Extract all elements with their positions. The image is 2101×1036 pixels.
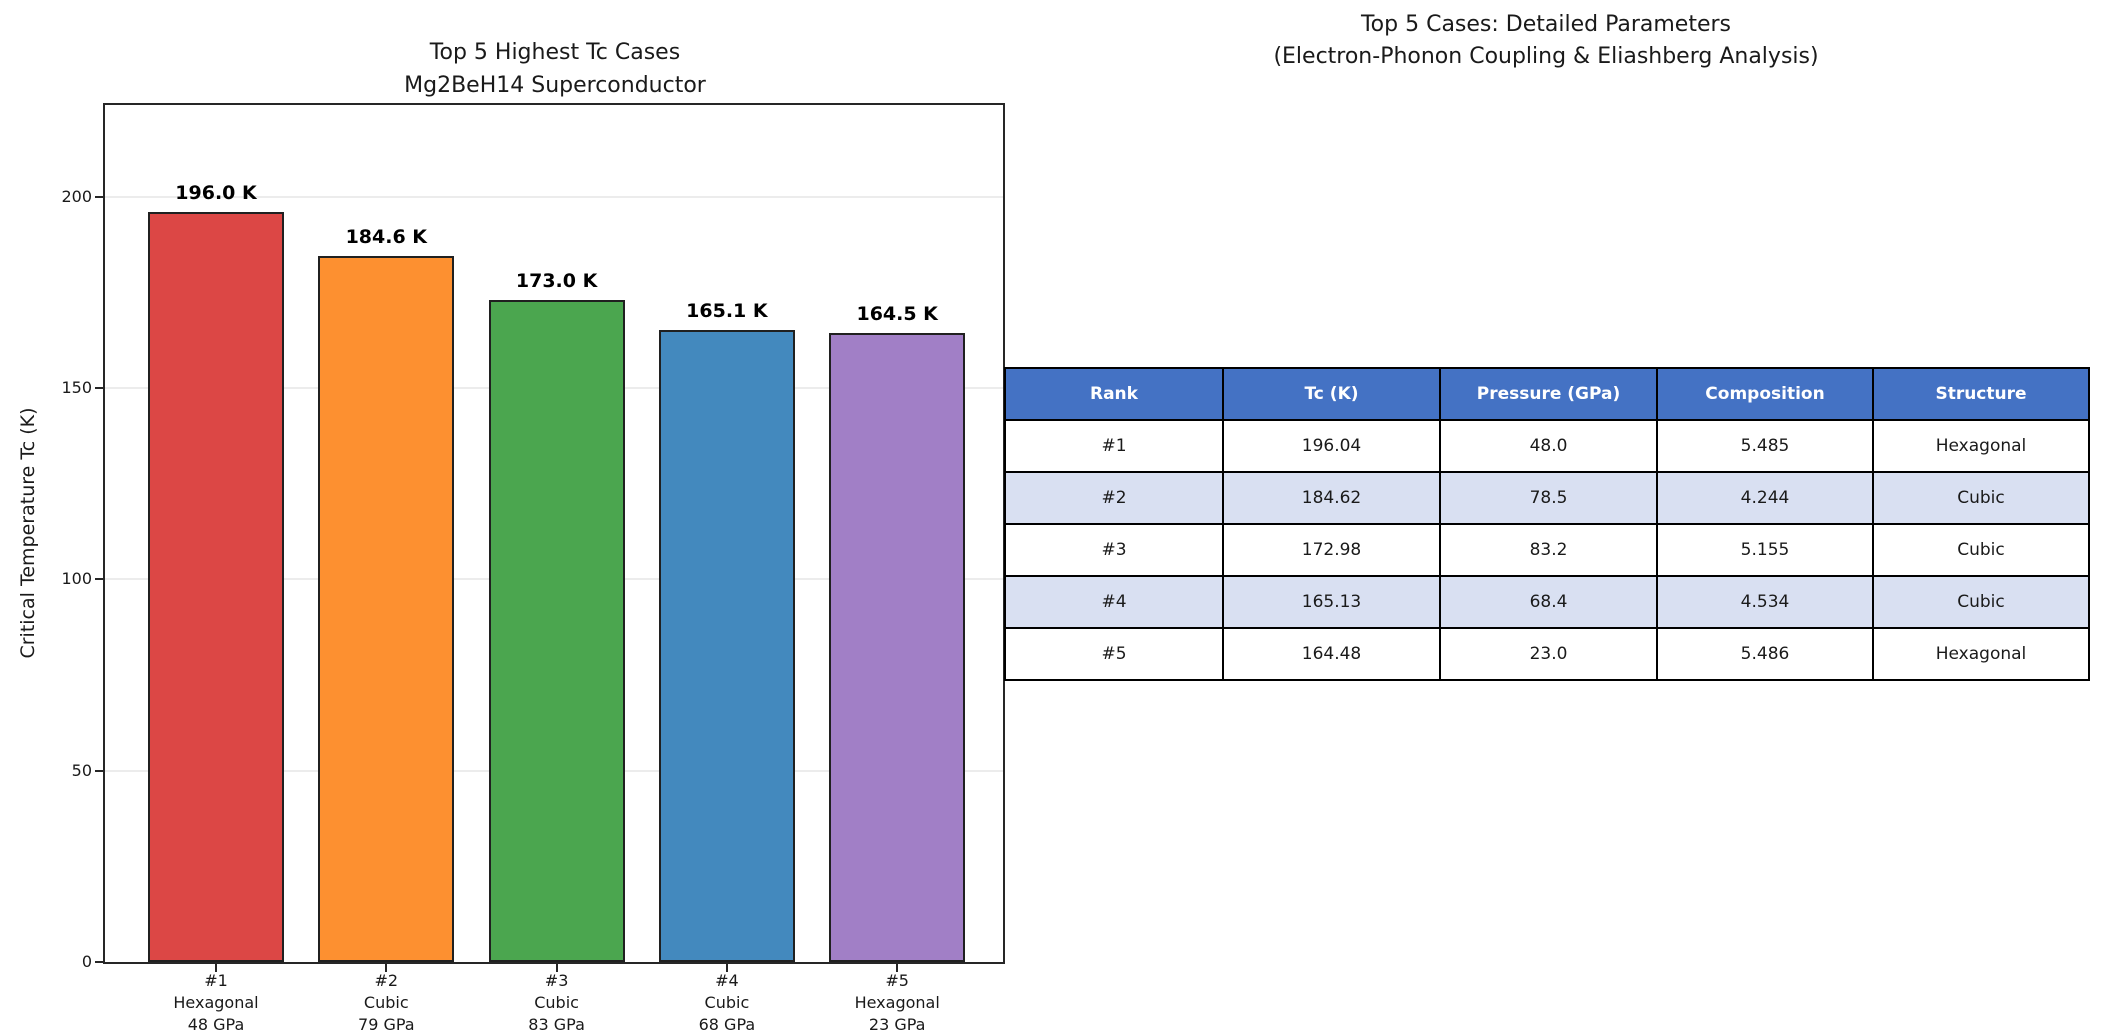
x-tick-label-line: #5 xyxy=(885,971,909,990)
table-cell: 172.98 xyxy=(1222,523,1441,577)
table-title-line1: Top 5 Cases: Detailed Parameters xyxy=(1360,12,1732,37)
x-tick-label-line: #2 xyxy=(374,971,399,990)
x-tick-label-line: Cubic xyxy=(363,993,409,1012)
table-row: #1 196.04 48.0 5.485 Hexagonal xyxy=(1004,419,2090,473)
y-tick-mark xyxy=(95,387,103,390)
y-tick-mark xyxy=(95,769,103,772)
bar-rank-4 xyxy=(658,330,795,962)
table-header-cell: Rank xyxy=(1004,367,1224,421)
x-tick-label-line: #3 xyxy=(544,971,569,990)
table-cell: 165.13 xyxy=(1222,575,1441,629)
y-tick-label: 100 xyxy=(61,569,92,589)
table-cell: 78.5 xyxy=(1439,471,1658,525)
y-tick-label: 0 xyxy=(81,952,92,971)
bar-value-label: 196.0 K xyxy=(175,181,257,204)
table-cell: Hexagonal xyxy=(1872,419,2090,473)
x-tick-mark xyxy=(725,964,728,972)
x-tick-label-line: Hexagonal xyxy=(854,993,940,1012)
table-title-line2: (Electron-Phonon Coupling & Eliashberg A… xyxy=(1273,44,1819,69)
x-tick-label-line: 23 GPa xyxy=(868,1015,926,1034)
x-tick-label: #2 Cubic 79 GPa xyxy=(358,970,415,1036)
table-cell: 48.0 xyxy=(1439,419,1658,473)
x-tick-label: #1 Hexagonal 48 GPa xyxy=(173,970,258,1036)
bar-rank-5 xyxy=(829,332,966,962)
x-tick-label: #4 Cubic 68 GPa xyxy=(699,970,756,1036)
table-cell: 5.486 xyxy=(1656,627,1874,681)
y-axis-label: Critical Temperature Tc (K) xyxy=(17,407,39,659)
table-cell: #4 xyxy=(1004,575,1224,629)
table-header-cell: Structure xyxy=(1872,367,2090,421)
x-tick-mark xyxy=(215,964,217,972)
chart-title: Top 5 Highest Tc Cases Mg2BeH14 Supercon… xyxy=(404,36,706,102)
x-tick-label-line: Cubic xyxy=(534,993,579,1012)
table-cell: 68.4 xyxy=(1439,575,1658,629)
table-cell: Cubic xyxy=(1872,471,2090,525)
x-tick-label-line: 68 GPa xyxy=(698,1015,756,1034)
x-tick-label: #3 Cubic 83 GPa xyxy=(528,970,585,1036)
table-cell: 5.155 xyxy=(1656,523,1874,577)
x-tick-label: #5 Hexagonal 23 GPa xyxy=(855,970,940,1036)
y-tick-label: 50 xyxy=(71,760,92,780)
table-row: #4 165.13 68.4 4.534 Cubic xyxy=(1004,575,2090,629)
parameters-table: Rank Tc (K) Pressure (GPa) Composition Struc… xyxy=(1004,367,2090,681)
y-tick-mark xyxy=(95,961,103,963)
table-cell: 184.62 xyxy=(1222,471,1441,525)
table-cell: 83.2 xyxy=(1439,523,1658,577)
table-cell: Cubic xyxy=(1872,575,2090,629)
table-row: #3 172.98 83.2 5.155 Cubic xyxy=(1004,523,2090,577)
table-header-cell: Composition xyxy=(1656,367,1874,421)
bar-value-label: 164.5 K xyxy=(856,302,938,325)
y-tick-mark xyxy=(95,195,103,198)
y-tick-mark xyxy=(95,578,103,581)
x-tick-label-line: 48 GPa xyxy=(187,1015,245,1034)
table-cell: #5 xyxy=(1004,627,1224,681)
x-tick-label-line: Cubic xyxy=(704,993,750,1012)
table-cell: #3 xyxy=(1004,523,1224,577)
table-row: #2 184.62 78.5 4.244 Cubic xyxy=(1004,471,2090,525)
table-cell: 164.48 xyxy=(1222,627,1441,681)
table-header-cell: Pressure (GPa) xyxy=(1439,367,1658,421)
bar-value-label: 173.0 K xyxy=(515,270,598,293)
x-tick-mark xyxy=(385,964,388,972)
x-tick-mark xyxy=(896,964,899,972)
table-header-cell: Tc (K) xyxy=(1222,367,1441,421)
y-tick-label: 150 xyxy=(61,378,92,398)
plot-area: 196.0 K 184.6 K 173.0 K 165.1 K 164.5 K xyxy=(103,103,1005,964)
table-cell: Hexagonal xyxy=(1872,627,2090,681)
chart-title-line2: Mg2BeH14 Superconductor xyxy=(404,73,706,98)
table-cell: 23.0 xyxy=(1439,627,1658,681)
table-cell: #1 xyxy=(1004,419,1224,473)
table-cell: 5.485 xyxy=(1656,419,1874,473)
bar-rank-2 xyxy=(318,255,455,962)
bar-rank-3 xyxy=(488,300,625,962)
table-cell: 196.04 xyxy=(1222,419,1441,473)
table-cell: 4.534 xyxy=(1656,575,1874,629)
gridline xyxy=(105,195,1003,198)
x-tick-label-line: Hexagonal xyxy=(173,993,259,1012)
table-header-row: Rank Tc (K) Pressure (GPa) Composition Struc… xyxy=(1004,367,2090,421)
bar-value-label: 165.1 K xyxy=(686,300,768,323)
table-row: #5 164.48 23.0 5.486 Hexagonal xyxy=(1004,627,2090,681)
x-tick-mark xyxy=(555,964,558,972)
x-tick-label-line: #1 xyxy=(204,971,228,990)
y-tick-label: 200 xyxy=(61,186,92,206)
bar-rank-1 xyxy=(148,211,284,962)
bar-value-label: 184.6 K xyxy=(345,225,428,248)
x-tick-label-line: #4 xyxy=(715,971,739,990)
x-tick-label-line: 83 GPa xyxy=(528,1015,585,1034)
table-cell: Cubic xyxy=(1872,523,2090,577)
x-tick-label-line: 79 GPa xyxy=(358,1015,415,1034)
chart-title-line1: Top 5 Highest Tc Cases xyxy=(429,40,681,65)
table-cell: #2 xyxy=(1004,471,1224,525)
table-title: Top 5 Cases: Detailed Parameters (Electr… xyxy=(1273,9,1818,73)
table-cell: 4.244 xyxy=(1656,471,1874,525)
